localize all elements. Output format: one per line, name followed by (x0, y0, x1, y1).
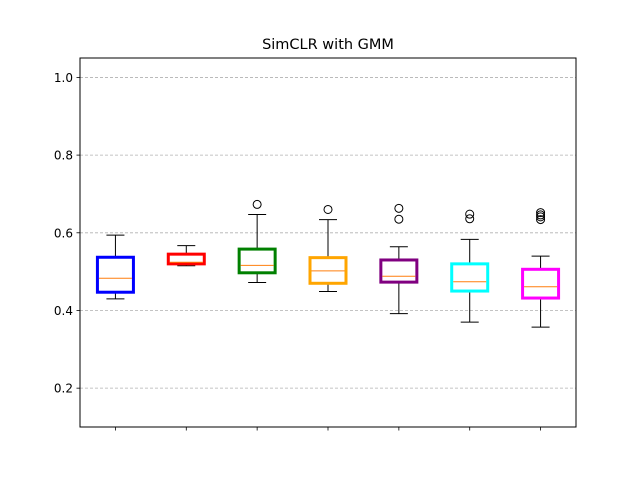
outlier-point (536, 208, 546, 218)
box-group (450, 209, 490, 323)
box (95, 255, 135, 294)
outlier-point (536, 215, 546, 225)
box (166, 252, 206, 266)
outlier-point (394, 214, 404, 224)
outlier-point (394, 203, 404, 213)
box (237, 247, 277, 275)
y-tick-label: 0.8 (54, 149, 73, 163)
box-series (95, 199, 561, 328)
box-group (237, 199, 277, 284)
box-group (166, 245, 206, 267)
box-group (379, 203, 419, 315)
axes: 0.2 0.4 0.6 0.8 1.0 (54, 71, 541, 431)
outlier-point (252, 199, 262, 209)
outlier-point (323, 204, 333, 214)
outlier-point (465, 209, 475, 219)
chart-title: SimCLR with GMM (262, 37, 394, 53)
y-tick-label: 0.4 (54, 304, 73, 318)
y-tick-label: 1.0 (54, 71, 73, 85)
outlier-point (536, 210, 546, 220)
box (308, 256, 348, 285)
box-group (308, 204, 348, 292)
box-group (521, 208, 561, 328)
box (379, 258, 419, 284)
box (450, 262, 490, 293)
y-tick-label: 0.2 (54, 382, 73, 396)
y-tick-label: 0.6 (54, 226, 73, 240)
box (521, 267, 561, 300)
box-group (95, 234, 135, 300)
outlier-point (465, 214, 475, 224)
